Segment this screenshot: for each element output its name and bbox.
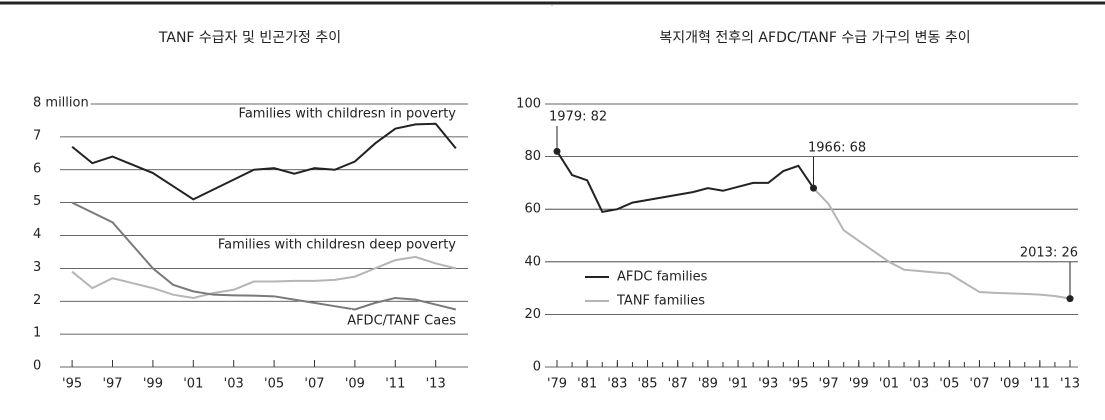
y-tick-label: 8 million: [33, 96, 89, 111]
y-tick-label: 80: [524, 149, 541, 164]
y-tick-label: 7: [33, 128, 41, 143]
x-tick-label: '09: [345, 377, 365, 392]
x-tick-label: '83: [607, 377, 627, 392]
x-tick-label: '05: [264, 377, 284, 392]
x-tick-label: '07: [969, 377, 989, 392]
annotation-dot: [1066, 295, 1074, 303]
series-line: [556, 150, 815, 213]
y-tick-label: 6: [33, 161, 41, 176]
x-tick-label: '87: [668, 377, 688, 392]
legend-label: TANF families: [616, 294, 705, 309]
chart-title: TANF 수급자 및 빈곤가정 추이: [158, 30, 341, 46]
x-tick-label: '01: [879, 377, 899, 392]
x-tick-label: '91: [728, 377, 748, 392]
x-tick-label: '05: [939, 377, 959, 392]
series-label: AFDC/TANF Caes: [347, 314, 456, 329]
x-tick-label: '07: [304, 377, 324, 392]
x-tick-label: '01: [183, 377, 203, 392]
x-tick-label: '93: [758, 377, 778, 392]
annotation-dot: [553, 147, 561, 155]
series-line: [71, 201, 457, 311]
y-tick-label: 100: [516, 97, 541, 112]
y-tick-label: 4: [33, 227, 41, 242]
y-tick-label: 1: [33, 326, 41, 341]
x-tick-label: '81: [577, 377, 597, 392]
x-tick-label: '13: [1060, 377, 1080, 392]
y-tick-label: 3: [33, 260, 41, 275]
series-label: Families with childresn deep poverty: [218, 238, 456, 253]
series-line: [71, 255, 457, 299]
y-tick-label: 0: [533, 360, 541, 375]
x-tick-label: '09: [1000, 377, 1020, 392]
series-line: [71, 122, 457, 201]
x-tick-label: '97: [819, 377, 839, 392]
annotation: 1966: 68: [808, 141, 866, 156]
legend-label: AFDC families: [617, 270, 708, 285]
x-tick-label: '03: [224, 377, 244, 392]
x-tick-label: '95: [788, 377, 808, 392]
series-line: [812, 187, 1071, 300]
x-tick-label: '03: [909, 377, 929, 392]
x-tick-label: '97: [102, 377, 122, 392]
annotation: 1979: 82: [549, 110, 607, 125]
x-tick-label: '95: [62, 377, 82, 392]
x-tick-label: '11: [1030, 377, 1050, 392]
chart-title: 복지개혁 전후의 AFDC/TANF 수급 가구의 변동 추이: [659, 30, 970, 46]
series-label: Families with childresn in poverty: [239, 107, 457, 122]
y-tick-label: 2: [33, 293, 41, 308]
x-tick-label: '99: [849, 377, 869, 392]
annotation-dot: [810, 184, 817, 192]
x-tick-label: '89: [698, 377, 718, 392]
x-tick-label: '85: [637, 377, 657, 392]
y-tick-label: 40: [524, 254, 541, 269]
annotation: 2013: 26: [1020, 246, 1078, 261]
x-tick-label: '79: [547, 377, 567, 392]
y-tick-label: 5: [33, 194, 41, 209]
y-tick-label: 20: [524, 307, 541, 322]
x-tick-label: '11: [385, 377, 405, 392]
x-tick-label: '13: [426, 377, 446, 392]
y-tick-label: 60: [524, 202, 541, 217]
x-tick-label: '99: [143, 377, 163, 392]
y-tick-label: 0: [33, 359, 41, 374]
